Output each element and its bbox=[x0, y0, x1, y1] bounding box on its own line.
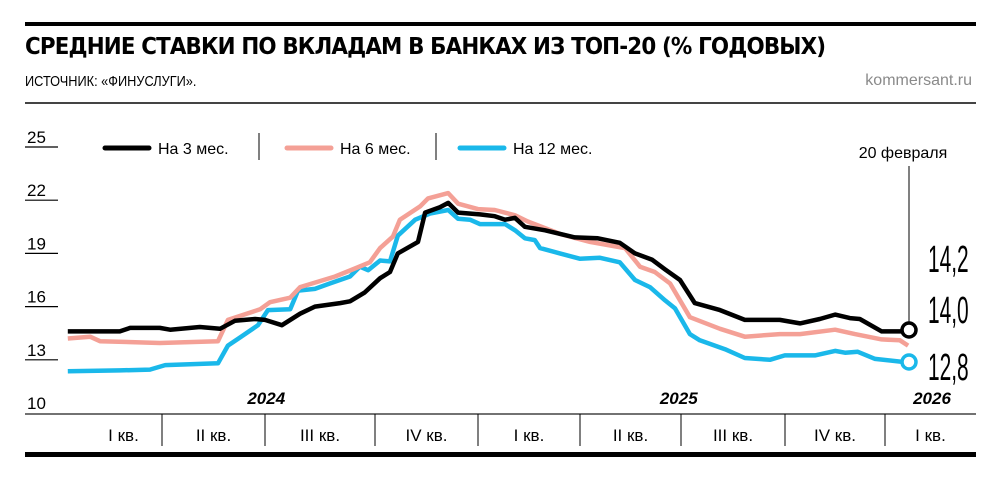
y-tick-label: 13 bbox=[27, 341, 46, 360]
year-label: 2024 bbox=[246, 389, 285, 408]
year-label: 2025 bbox=[659, 389, 698, 408]
end-point-marker bbox=[900, 353, 918, 371]
year-label: 2026 bbox=[912, 389, 951, 408]
quarter-label: II кв. bbox=[613, 426, 648, 445]
date-annotation: 20 февраля bbox=[859, 145, 948, 162]
legend-label: На 3 мес. bbox=[158, 141, 229, 158]
series-line-1 bbox=[67, 200, 909, 334]
series-line-3 bbox=[67, 207, 909, 374]
quarter-label: IV кв. bbox=[814, 426, 856, 445]
y-tick-label: 22 bbox=[27, 181, 46, 200]
series-line-2 bbox=[67, 190, 910, 348]
legend-label: На 6 мес. bbox=[340, 141, 411, 158]
quarter-label: IV кв. bbox=[406, 426, 448, 445]
source-note: ИСТОЧНИК: «ФИНУСЛУГИ». bbox=[25, 73, 197, 90]
end-value-label: 14,2 bbox=[928, 239, 969, 281]
end-value-label: 14,0 bbox=[928, 290, 969, 332]
y-tick-label: 25 bbox=[27, 128, 46, 147]
brand-watermark: kommersant.ru bbox=[865, 72, 972, 89]
end-value-label: 12,8 bbox=[928, 347, 969, 389]
y-tick-label: 16 bbox=[27, 288, 46, 307]
chart-title: СРЕДНИЕ СТАВКИ ПО ВКЛАДАМ В БАНКАХ ИЗ ТО… bbox=[25, 34, 826, 60]
quarter-label: III кв. bbox=[713, 426, 753, 445]
quarter-label: II кв. bbox=[196, 426, 231, 445]
header-rule bbox=[25, 102, 976, 104]
top-rule bbox=[25, 22, 976, 26]
y-tick-label: 10 bbox=[27, 394, 46, 413]
quarter-label: I кв. bbox=[514, 426, 545, 445]
quarter-label: III кв. bbox=[300, 426, 340, 445]
end-point-marker bbox=[900, 321, 918, 339]
y-tick-label: 19 bbox=[27, 234, 46, 253]
quarter-label: I кв. bbox=[915, 426, 946, 445]
quarter-label: I кв. bbox=[108, 426, 139, 445]
legend-label: На 12 мес. bbox=[513, 141, 592, 158]
bottom-rule bbox=[25, 452, 976, 457]
